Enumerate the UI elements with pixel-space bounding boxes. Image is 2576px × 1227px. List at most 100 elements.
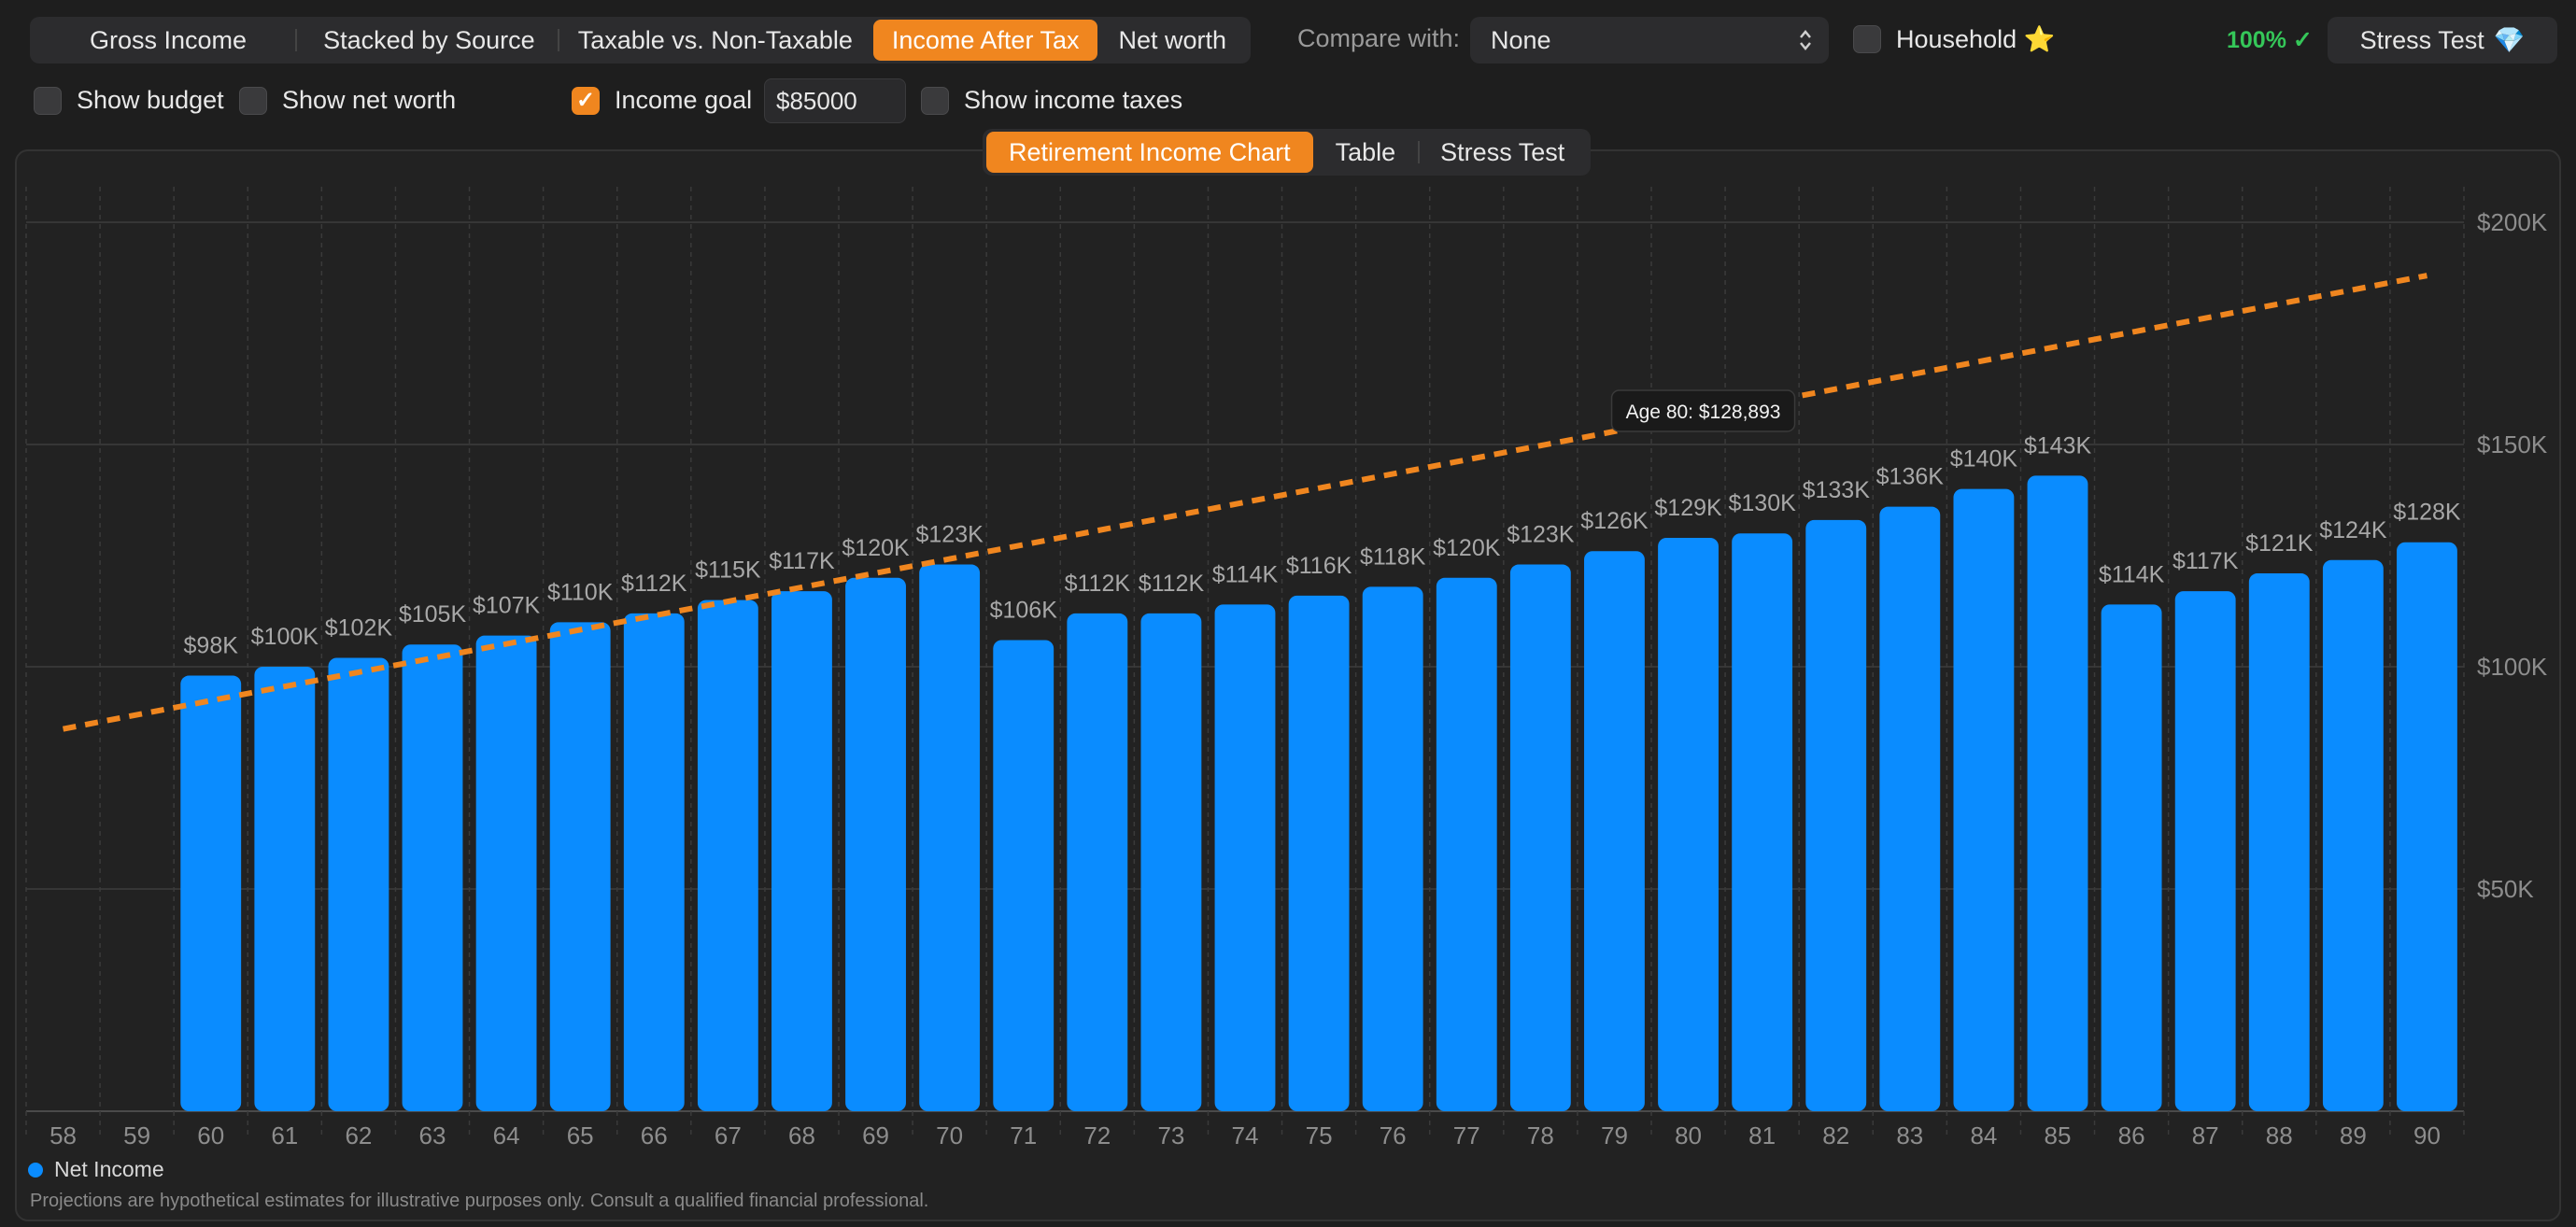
view-taxable-vs-non-taxable[interactable]: Taxable vs. Non-Taxable — [557, 20, 873, 61]
show-net-worth-toggle[interactable]: Show net worth — [239, 86, 456, 115]
y-tick-label: $100K — [2477, 653, 2548, 681]
x-tick-label: 79 — [1601, 1121, 1628, 1149]
bar-data-label: $124K — [2319, 517, 2387, 543]
x-tick-label: 66 — [641, 1121, 668, 1149]
show-income-taxes-checkbox[interactable] — [921, 86, 949, 115]
y-tick-label: $150K — [2477, 430, 2548, 458]
bar-data-label: $114K — [1212, 561, 1279, 587]
bar — [1805, 519, 1867, 1111]
bar — [1658, 537, 1719, 1111]
show-net-worth-checkbox[interactable] — [239, 86, 267, 115]
y-tick-label: $50K — [2477, 875, 2534, 903]
bar-data-label: $117K — [2173, 548, 2239, 574]
show-budget-checkbox[interactable] — [34, 86, 62, 115]
household-toggle[interactable]: Household ⭐ — [1853, 24, 2055, 54]
bar-data-label: $123K — [915, 522, 984, 548]
bar-data-label: $140K — [1950, 446, 2018, 472]
x-tick-label: 74 — [1232, 1121, 1259, 1149]
x-tick-label: 83 — [1896, 1121, 1923, 1149]
x-tick-label: 77 — [1453, 1121, 1480, 1149]
view-gross-income[interactable]: Gross Income — [90, 25, 248, 54]
x-tick-label: 86 — [2118, 1121, 2145, 1149]
bar-data-label: $100K — [251, 624, 319, 650]
view-net-worth[interactable]: Net worth — [1118, 25, 1227, 54]
bar — [2174, 591, 2236, 1111]
income-goal-input[interactable] — [764, 78, 906, 123]
x-tick-label: 71 — [1010, 1121, 1037, 1149]
bar-data-label: $106K — [990, 597, 1058, 623]
bar-data-label: $130K — [1728, 490, 1796, 516]
x-tick-label: 87 — [2192, 1121, 2219, 1149]
bar — [1214, 604, 1276, 1111]
x-tick-label: 82 — [1822, 1121, 1849, 1149]
income-goal-label: Income goal — [615, 86, 753, 114]
x-tick-label: 70 — [936, 1121, 963, 1149]
bar — [1288, 595, 1350, 1111]
x-tick-label: 64 — [493, 1121, 520, 1149]
diamond-icon: 💎 — [2493, 26, 2526, 54]
bar — [623, 613, 685, 1111]
bar — [2322, 559, 2384, 1111]
bar — [2027, 475, 2088, 1111]
income-goal-toggle[interactable]: ✓ Income goal — [572, 86, 752, 115]
view-income-after-tax[interactable]: Income After Tax — [872, 20, 1098, 61]
x-tick-label: 73 — [1157, 1121, 1184, 1149]
compare-select-value: None — [1491, 25, 1551, 54]
view-mode-segmented-control: Gross Income Stacked by Source Taxable v… — [30, 17, 1252, 63]
income-goal-checkbox[interactable]: ✓ — [572, 86, 600, 115]
success-rate-indicator: 100% ✓ — [2227, 27, 2313, 53]
bar — [2397, 542, 2457, 1111]
bar — [1584, 551, 1645, 1111]
view-stacked-by-source[interactable]: Stacked by Source — [295, 20, 558, 61]
show-net-worth-label: Show net worth — [282, 86, 457, 114]
x-tick-label: 81 — [1748, 1121, 1776, 1149]
income-goal-line — [62, 273, 2428, 732]
tab-table[interactable]: Table — [1335, 137, 1396, 166]
x-tick-label: 90 — [2413, 1121, 2441, 1149]
legend-label-net-income: Net Income — [54, 1157, 164, 1181]
stress-test-button[interactable]: Stress Test 💎 — [2328, 17, 2557, 63]
bar-data-label: $112K — [621, 571, 687, 597]
bar — [919, 564, 981, 1111]
x-tick-label: 65 — [567, 1121, 594, 1149]
bar — [1879, 506, 1941, 1111]
bar — [697, 599, 758, 1111]
bar — [1140, 613, 1202, 1111]
x-tick-label: 84 — [1970, 1121, 1997, 1149]
bar — [771, 591, 832, 1111]
x-tick-label: 68 — [788, 1121, 815, 1149]
bar-data-label: $126K — [1580, 508, 1649, 534]
show-budget-label: Show budget — [77, 86, 224, 114]
tab-stress-test[interactable]: Stress Test — [1418, 132, 1587, 173]
bar-data-label: $107K — [473, 593, 541, 619]
bar-data-label: $143K — [2024, 432, 2092, 458]
x-tick-label: 85 — [2045, 1121, 2072, 1149]
bar-data-label: $115K — [695, 557, 761, 584]
legend-swatch — [28, 1162, 43, 1178]
bar — [549, 622, 611, 1111]
bar-data-label: $121K — [2245, 530, 2314, 557]
bar — [2101, 604, 2162, 1111]
x-tick-label: 78 — [1527, 1121, 1554, 1149]
tab-retirement-income-chart[interactable]: Retirement Income Chart — [986, 132, 1313, 173]
x-tick-label: 62 — [345, 1121, 372, 1149]
household-label: Household ⭐ — [1896, 25, 2056, 53]
bar-data-label: $98K — [184, 633, 239, 659]
compare-select[interactable]: None — [1470, 17, 1829, 63]
show-budget-toggle[interactable]: Show budget — [34, 86, 224, 115]
household-checkbox[interactable] — [1853, 25, 1881, 53]
stress-test-label: Stress Test — [2359, 25, 2484, 54]
bar — [1732, 533, 1793, 1111]
y-tick-label: $200K — [2477, 208, 2548, 236]
x-tick-label: 80 — [1675, 1121, 1702, 1149]
show-income-taxes-toggle[interactable]: Show income taxes — [921, 86, 1182, 115]
bar — [1509, 564, 1571, 1111]
x-tick-label: 76 — [1380, 1121, 1407, 1149]
bar-data-label: $112K — [1065, 571, 1131, 597]
chart-tabs: Retirement Income Chart Table Stress Tes… — [983, 129, 1592, 176]
bar — [402, 644, 463, 1111]
x-tick-label: 67 — [715, 1121, 742, 1149]
disclaimer: Projections are hypothetical estimates f… — [30, 1191, 929, 1211]
x-tick-label: 75 — [1306, 1121, 1333, 1149]
